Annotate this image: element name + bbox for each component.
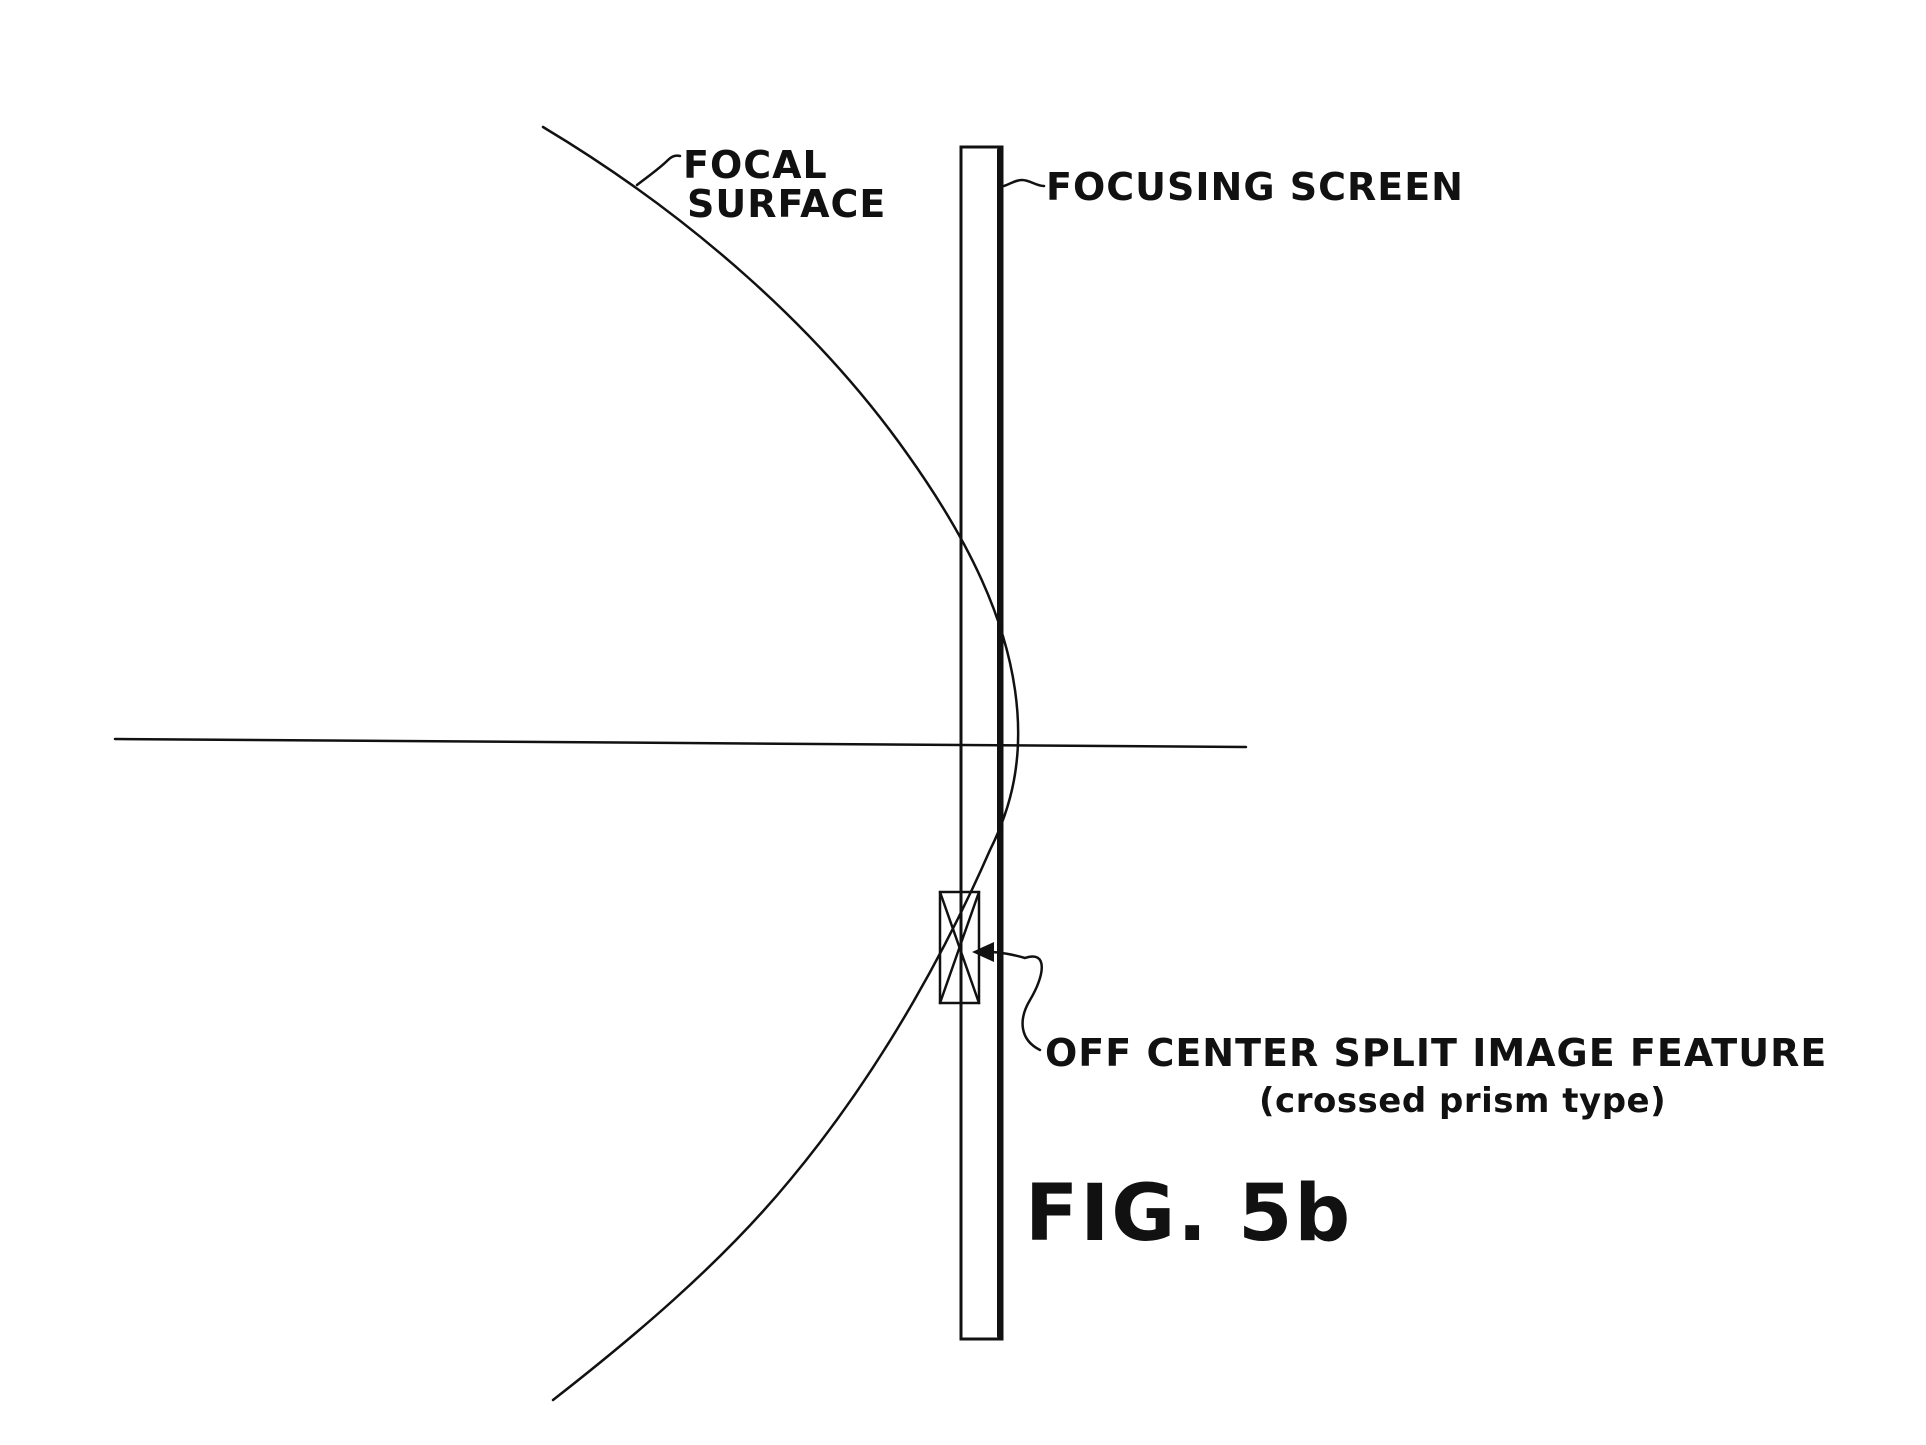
optical-axis bbox=[113, 737, 1248, 749]
crossed-prism bbox=[938, 890, 981, 1005]
split-image-arrowhead bbox=[972, 942, 994, 962]
figure-number: FIG. 5b bbox=[1025, 1169, 1352, 1259]
focal-surface-curve bbox=[541, 125, 1020, 1402]
focusing-screen-leader bbox=[1002, 178, 1046, 188]
focal-surface-label-line1: FOCAL bbox=[683, 143, 828, 187]
focal-surface-leader bbox=[635, 154, 682, 187]
split-image-label-line1: OFF CENTER SPLIT IMAGE FEATURE bbox=[1045, 1031, 1827, 1075]
split-image-label-line2: (crossed prism type) bbox=[1259, 1081, 1666, 1121]
focal-surface-label-line2: SURFACE bbox=[687, 182, 886, 226]
focusing-screen bbox=[959, 145, 1004, 1341]
split-image-leader bbox=[988, 950, 1043, 1052]
focusing-screen-label: FOCUSING SCREEN bbox=[1046, 165, 1464, 209]
